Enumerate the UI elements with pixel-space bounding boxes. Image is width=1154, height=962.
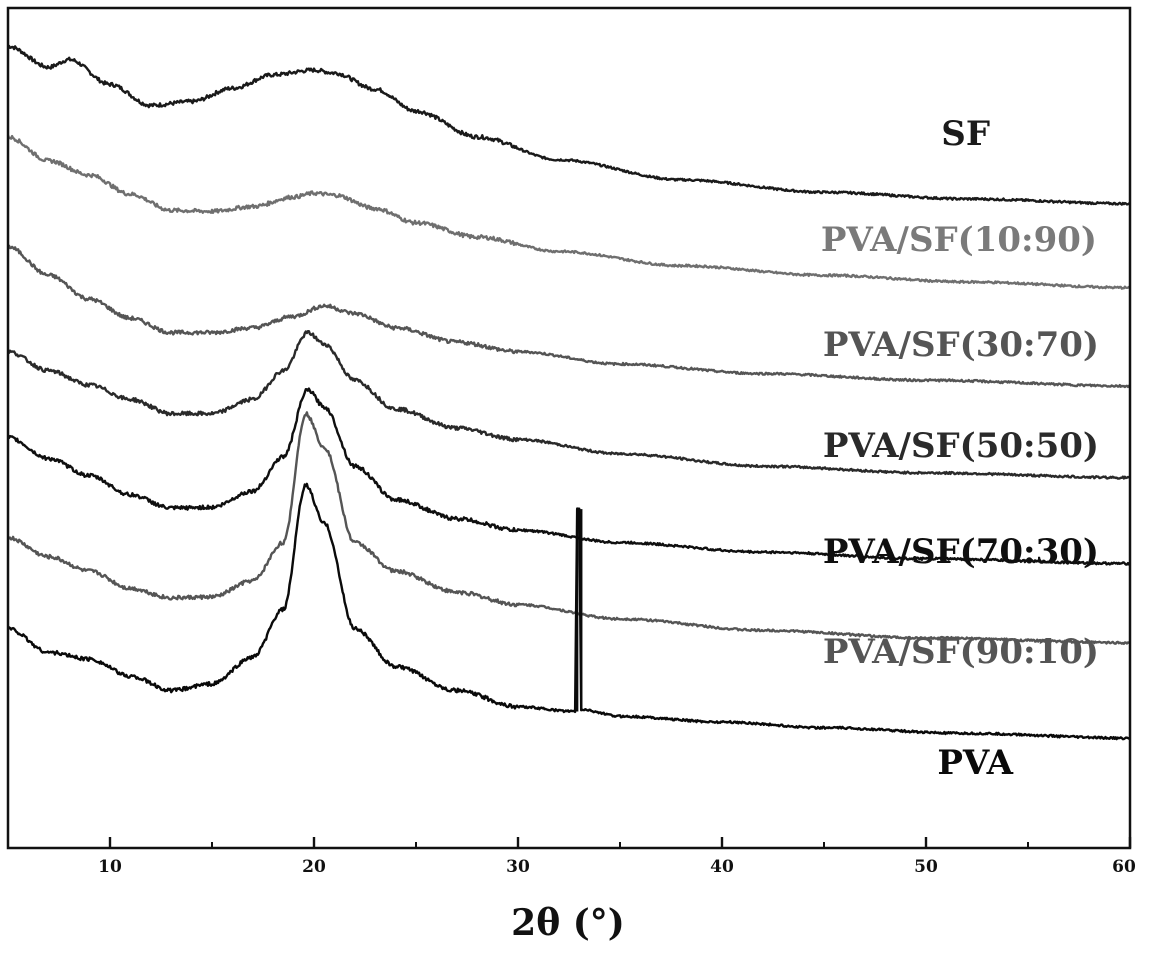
series-label-4: PVA/SF(70:30) bbox=[823, 532, 1099, 572]
x-tick-label: 40 bbox=[710, 857, 734, 877]
series-line-4 bbox=[7, 387, 1131, 566]
series-layer bbox=[6, 44, 1131, 741]
series-line-5 bbox=[6, 411, 1131, 645]
x-tick-label: 10 bbox=[98, 857, 122, 877]
series-line-3 bbox=[7, 330, 1131, 480]
series-labels: SF PVA/SF(10:90) PVA/SF(30:70) PVA/SF(50:50… bbox=[821, 114, 1099, 783]
series-line-6 bbox=[7, 482, 1131, 741]
x-axis-title: 2θ (°) bbox=[511, 902, 625, 944]
x-axis-ticks: 10 20 30 40 50 60 bbox=[7, 837, 1136, 877]
series-label-2: PVA/SF(30:70) bbox=[823, 325, 1099, 365]
series-line-2 bbox=[6, 244, 1131, 389]
x-tick-label: 60 bbox=[1112, 857, 1136, 877]
x-tick-label: 50 bbox=[914, 857, 938, 877]
series-label-5: PVA/SF(90:10) bbox=[823, 632, 1099, 672]
series-label-6: PVA bbox=[937, 743, 1013, 783]
series-line-1 bbox=[6, 134, 1131, 290]
series-label-0: SF bbox=[941, 114, 990, 154]
series-label-1: PVA/SF(10:90) bbox=[821, 220, 1097, 260]
series-label-3: PVA/SF(50:50) bbox=[823, 426, 1099, 466]
x-tick-label: 20 bbox=[302, 857, 326, 877]
x-tick-label: 30 bbox=[506, 857, 530, 877]
series-line-0 bbox=[7, 44, 1131, 206]
plot-frame bbox=[6, 6, 1132, 850]
